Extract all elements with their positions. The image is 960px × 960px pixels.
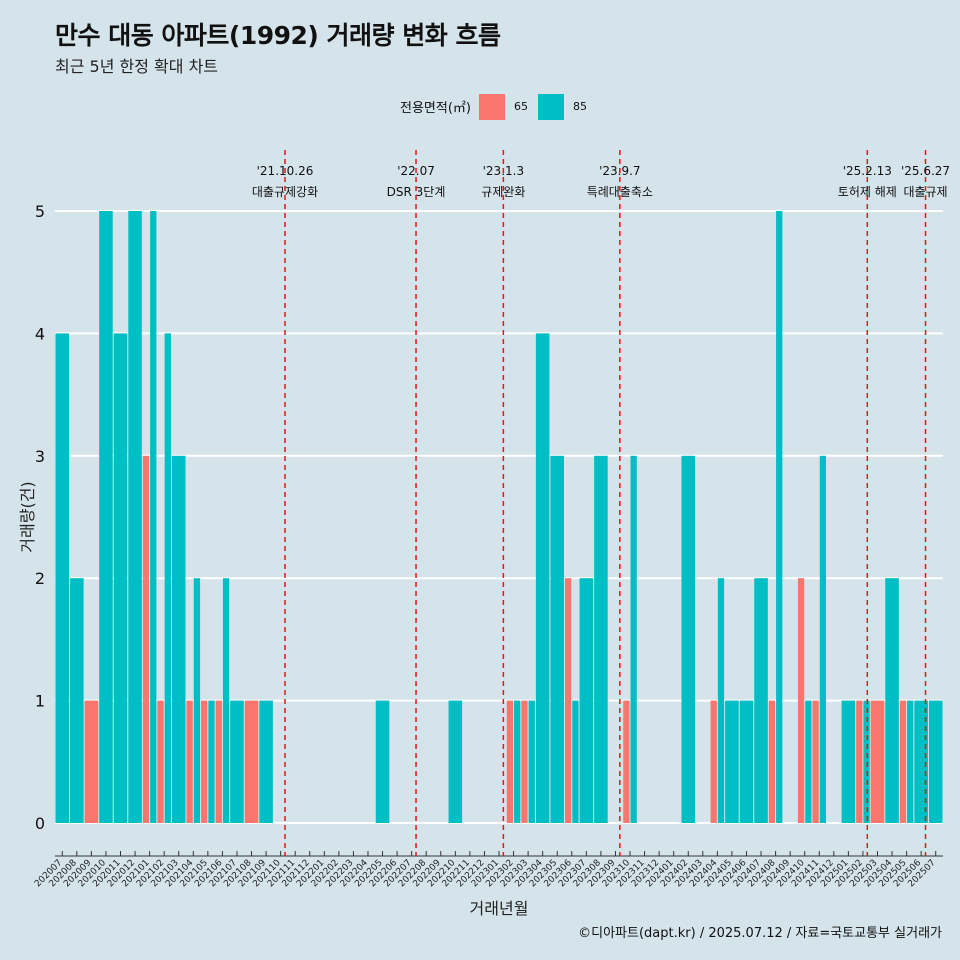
bar-202504-85	[885, 578, 899, 823]
bar-202411-65	[812, 700, 819, 823]
bar-202505-65	[899, 700, 907, 823]
event-date-5: '25.2.13	[843, 164, 892, 178]
bar-202102-85	[164, 333, 171, 823]
y-tick-label-2: 2	[35, 569, 45, 588]
bar-202101-65	[142, 455, 150, 823]
chart-title: 만수 대동 아파트(1992) 거래량 변화 흐름	[55, 21, 501, 50]
bar-202103-85	[171, 455, 186, 823]
legend-label-65: 65	[513, 100, 528, 113]
bar-202408-85	[776, 211, 783, 823]
source-caption: ©디아파트(dapt.kr) / 2025.07.12 / 자료=국토교통부 실…	[578, 926, 942, 941]
y-tick-label-1: 1	[35, 692, 45, 711]
event-date-3: '23.1.3	[483, 164, 524, 178]
bar-202104-85	[193, 578, 201, 823]
bar-202306-85	[572, 700, 579, 823]
bar-202303-85	[528, 700, 535, 823]
bar-202304-85	[535, 333, 550, 823]
y-tick-label-5: 5	[35, 202, 45, 221]
event-label-4: 특례대출축소	[587, 185, 653, 199]
y-tick-label-4: 4	[35, 324, 45, 343]
bar-202308-85	[594, 455, 608, 823]
bar-202408-65	[768, 700, 776, 823]
event-label-1: 대출규제강화	[252, 185, 318, 199]
legend-swatch-85	[537, 93, 564, 120]
legend-title: 전용면적(㎡)	[400, 101, 471, 116]
y-axis-title: 거래량(건)	[18, 481, 37, 552]
bar-202310-85	[630, 455, 637, 823]
bar-202506-85	[914, 700, 928, 823]
bar-202210-85	[448, 700, 463, 823]
bar-202410-85	[805, 700, 812, 823]
bar-202404-85	[717, 578, 725, 823]
bar-202102-65	[157, 700, 164, 823]
bar-202007-85	[55, 333, 70, 823]
bar-202009-65	[84, 700, 99, 823]
bar-202205-85	[375, 700, 390, 823]
bar-202306-65	[565, 578, 572, 823]
bar-202404-65	[710, 700, 717, 823]
bar-202406-85	[739, 700, 754, 823]
bar-202107-85	[230, 700, 244, 823]
x-axis-title: 거래년월	[470, 899, 529, 918]
y-tick-label-3: 3	[35, 447, 45, 466]
bar-202105-85	[208, 700, 215, 823]
bar-202310-65	[623, 700, 630, 823]
bar-202106-65	[215, 700, 222, 823]
bar-202012-85	[128, 211, 142, 823]
bar-202307-85	[579, 578, 594, 823]
bar-202303-65	[521, 700, 528, 823]
bar-202108-65	[244, 700, 259, 823]
bar-202405-85	[725, 700, 739, 823]
event-date-4: '23.9.7	[599, 164, 640, 178]
bar-202505-85	[907, 700, 914, 823]
bar-202105-65	[201, 700, 208, 823]
event-label-6: 대출규제	[903, 185, 947, 199]
event-date-1: '21.10.26	[257, 164, 314, 178]
event-date-6: '25.6.27	[901, 164, 950, 178]
bar-202109-85	[259, 700, 273, 823]
legend-swatch-65	[478, 93, 505, 120]
bar-202502-85	[863, 700, 870, 823]
bar-202502-65	[856, 700, 863, 823]
bar-202106-85	[222, 578, 230, 823]
bar-202501-85	[841, 700, 856, 823]
bar-202101-85	[150, 211, 157, 823]
bar-202503-65	[870, 700, 885, 823]
bar-202010-85	[99, 211, 113, 823]
event-label-2: DSR 3단계	[387, 185, 446, 199]
bar-202410-65	[797, 578, 805, 823]
bar-202011-85	[113, 333, 128, 823]
event-date-2: '22.07	[397, 164, 435, 178]
bar-202302-65	[506, 700, 514, 823]
bar-202302-85	[514, 700, 521, 823]
bar-202407-85	[754, 578, 768, 823]
bar-202411-85	[819, 455, 827, 823]
event-label-5: 토허제 해제	[838, 185, 897, 199]
bar-202402-85	[681, 455, 696, 823]
bar-202008-85	[70, 578, 84, 823]
bar-202507-85	[928, 700, 943, 823]
bar-202305-85	[550, 455, 565, 823]
y-tick-label-0: 0	[35, 814, 45, 833]
bar-202104-65	[186, 700, 193, 823]
chart-subtitle: 최근 5년 한정 확대 차트	[55, 57, 219, 76]
legend: 전용면적(㎡) 65 85	[400, 93, 597, 120]
legend-label-85: 85	[572, 100, 587, 113]
event-label-3: 규제완화	[481, 185, 525, 199]
